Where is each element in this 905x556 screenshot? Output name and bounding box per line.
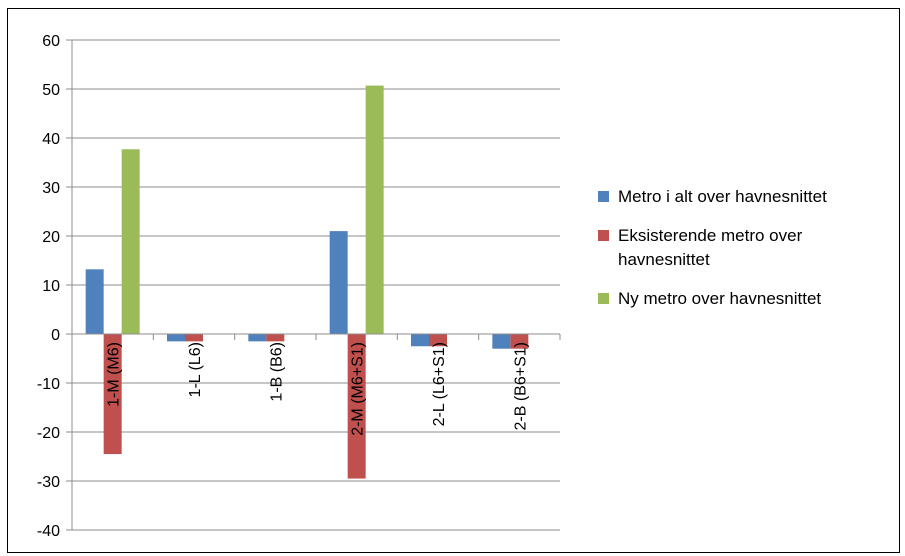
legend-item: Ny metro over havnesnittet [598,287,898,311]
legend-item: Eksisterende metro over havnesnittet [598,224,898,272]
y-axis: 60 50 40 30 20 10 0 -10 -20 -30 -40 [37,33,73,540]
bar-2 [185,334,203,342]
y-tick-label: -20 [37,425,60,442]
x-tick-label: 1-M (M6) [106,342,123,407]
chart-frame [7,8,900,553]
bar-2 [347,334,366,479]
legend-label: Metro i alt over havnesnittet [618,187,827,206]
bar-1 [85,269,104,334]
bar-3 [365,85,384,334]
bar-1 [411,334,429,347]
bar-1 [248,334,267,342]
y-tick-label: 50 [42,82,60,99]
bar-1 [492,334,511,349]
category-labels: 1-M (M6) 1-L (L6) 1-B (B6) 2-M (M6+S1) 2-L (… [106,342,530,436]
y-tick-label: -10 [37,376,60,393]
bar-2 [429,334,447,347]
legend-label: Eksisterende metro over havnesnittet [618,226,803,269]
y-tick-label: 20 [42,229,60,246]
x-tick-label: 2-L (L6+S1) [431,342,448,426]
gridlines [72,39,560,531]
legend-item: Metro i alt over havnesnittet [598,185,898,209]
y-tick-label: 40 [42,131,60,148]
y-tick-label: -30 [37,474,60,491]
x-tick-label: 2-M (M6+S1) [350,342,367,436]
bar-2 [510,334,529,349]
bar-2 [266,334,285,342]
legend-swatch [598,293,609,304]
x-tick-label: 2-B (B6+S1) [512,342,529,430]
bar-1 [167,334,185,342]
y-tick-label: -40 [37,523,60,540]
bar-1 [329,231,348,334]
legend: Metro i alt over havnesnittet Eksisterend… [598,185,898,326]
bar-3 [121,149,140,334]
x-tick-label: 1-L (L6) [187,342,204,397]
bars [85,85,529,479]
y-tick-label: 10 [42,278,60,295]
y-tick-label: 30 [42,180,60,197]
y-tick-label: 0 [51,327,60,344]
y-tick-label: 60 [42,33,60,50]
bar-2 [103,334,122,455]
legend-swatch [598,230,609,241]
legend-label: Ny metro over havnesnittet [618,289,822,308]
x-tick-label: 1-B (B6) [268,342,285,402]
x-axis [71,333,561,340]
legend-swatch [598,191,609,202]
